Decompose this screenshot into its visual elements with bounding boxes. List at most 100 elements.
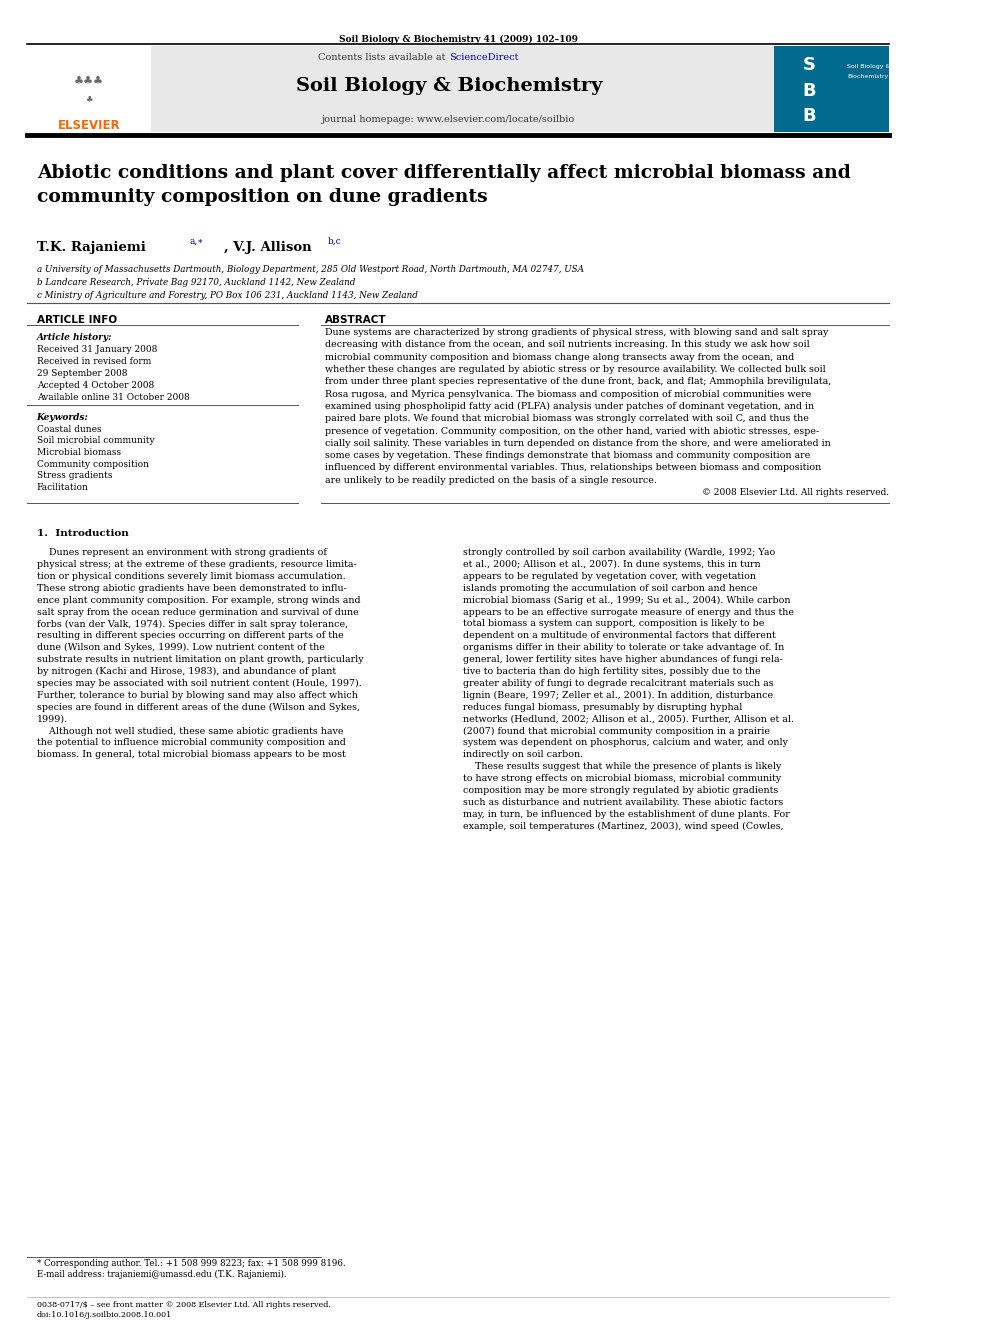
Text: S: S — [803, 56, 815, 74]
Text: B: B — [803, 107, 815, 126]
Text: 1.  Introduction: 1. Introduction — [37, 529, 128, 538]
Text: Facilitation: Facilitation — [37, 483, 88, 492]
Text: Available online 31 October 2008: Available online 31 October 2008 — [37, 393, 189, 402]
Text: species are found in different areas of the dune (Wilson and Sykes,: species are found in different areas of … — [37, 703, 360, 712]
Text: Microbial biomass: Microbial biomass — [37, 448, 121, 456]
Text: Abiotic conditions and plant cover differentially affect microbial biomass and
c: Abiotic conditions and plant cover diffe… — [37, 164, 850, 205]
Text: 29 September 2008: 29 September 2008 — [37, 369, 127, 378]
Text: to have strong effects on microbial biomass, microbial community: to have strong effects on microbial biom… — [462, 774, 781, 783]
Text: 1999).: 1999). — [37, 714, 67, 724]
Text: a University of Massachusetts Dartmouth, Biology Department, 285 Old Westport Ro: a University of Massachusetts Dartmouth,… — [37, 265, 583, 274]
Text: microbial biomass (Sarig et al., 1999; Su et al., 2004). While carbon: microbial biomass (Sarig et al., 1999; S… — [462, 595, 791, 605]
Text: Received in revised form: Received in revised form — [37, 357, 151, 366]
Text: B: B — [803, 82, 815, 101]
Text: b Landcare Research, Private Bag 92170, Auckland 1142, New Zealand: b Landcare Research, Private Bag 92170, … — [37, 278, 355, 287]
Text: et al., 2000; Allison et al., 2007). In dune systems, this in turn: et al., 2000; Allison et al., 2007). In … — [462, 560, 760, 569]
Text: Further, tolerance to burial by blowing sand may also affect which: Further, tolerance to burial by blowing … — [37, 691, 357, 700]
Text: networks (Hedlund, 2002; Allison et al., 2005). Further, Allison et al.: networks (Hedlund, 2002; Allison et al.,… — [462, 714, 794, 724]
Text: Stress gradients: Stress gradients — [37, 471, 112, 480]
Text: c Ministry of Agriculture and Forestry, PO Box 106 231, Auckland 1143, New Zeala: c Ministry of Agriculture and Forestry, … — [37, 291, 418, 300]
Text: reduces fungal biomass, presumably by disrupting hyphal: reduces fungal biomass, presumably by di… — [462, 703, 742, 712]
Text: general, lower fertility sites have higher abundances of fungi rela-: general, lower fertility sites have high… — [462, 655, 783, 664]
Text: influenced by different environmental variables. Thus, relationships between bio: influenced by different environmental va… — [325, 463, 821, 472]
Text: substrate results in nutrient limitation on plant growth, particularly: substrate results in nutrient limitation… — [37, 655, 363, 664]
Text: Soil microbial community: Soil microbial community — [37, 437, 155, 446]
Text: , V.J. Allison: , V.J. Allison — [224, 241, 312, 254]
Text: are unlikely to be readily predicted on the basis of a single resource.: are unlikely to be readily predicted on … — [325, 476, 657, 484]
Text: by nitrogen (Kachi and Hirose, 1983), and abundance of plant: by nitrogen (Kachi and Hirose, 1983), an… — [37, 667, 335, 676]
Text: Article history:: Article history: — [37, 333, 112, 343]
Text: ♣: ♣ — [85, 95, 92, 103]
Text: ABSTRACT: ABSTRACT — [325, 315, 387, 325]
Text: appears to be regulated by vegetation cover, with vegetation: appears to be regulated by vegetation co… — [462, 572, 756, 581]
Text: salt spray from the ocean reduce germination and survival of dune: salt spray from the ocean reduce germina… — [37, 607, 358, 617]
Text: ScienceDirect: ScienceDirect — [449, 53, 519, 62]
Text: Dunes represent an environment with strong gradients of: Dunes represent an environment with stro… — [37, 548, 326, 557]
Text: b,c: b,c — [328, 237, 341, 246]
Text: E-mail address: trajaniemi@umassd.edu (T.K. Rajaniemi).: E-mail address: trajaniemi@umassd.edu (T… — [37, 1270, 287, 1279]
Text: (2007) found that microbial community composition in a prairie: (2007) found that microbial community co… — [462, 726, 770, 736]
Text: dune (Wilson and Sykes, 1999). Low nutrient content of the: dune (Wilson and Sykes, 1999). Low nutri… — [37, 643, 324, 652]
Text: ♣♣♣: ♣♣♣ — [73, 77, 104, 87]
Text: Soil Biology &: Soil Biology & — [847, 64, 891, 69]
Text: These results suggest that while the presence of plants is likely: These results suggest that while the pre… — [462, 762, 781, 771]
Text: © 2008 Elsevier Ltd. All rights reserved.: © 2008 Elsevier Ltd. All rights reserved… — [701, 488, 889, 497]
Text: presence of vegetation. Community composition, on the other hand, varied with ab: presence of vegetation. Community compos… — [325, 426, 819, 435]
Text: Keywords:: Keywords: — [37, 413, 88, 422]
Text: may, in turn, be influenced by the establishment of dune plants. For: may, in turn, be influenced by the estab… — [462, 810, 790, 819]
Text: Soil Biology & Biochemistry: Soil Biology & Biochemistry — [296, 77, 602, 95]
Text: greater ability of fungi to degrade recalcitrant materials such as: greater ability of fungi to degrade reca… — [462, 679, 774, 688]
Text: * Corresponding author. Tel.: +1 508 999 8223; fax: +1 508 999 8196.: * Corresponding author. Tel.: +1 508 999… — [37, 1259, 345, 1269]
Text: tive to bacteria than do high fertility sites, possibly due to the: tive to bacteria than do high fertility … — [462, 667, 760, 676]
Text: T.K. Rajaniemi: T.K. Rajaniemi — [37, 241, 146, 254]
Text: Contents lists available at: Contents lists available at — [318, 53, 449, 62]
Text: example, soil temperatures (Martinez, 2003), wind speed (Cowles,: example, soil temperatures (Martinez, 20… — [462, 822, 784, 831]
Text: islands promoting the accumulation of soil carbon and hence: islands promoting the accumulation of so… — [462, 583, 757, 593]
Text: the potential to influence microbial community composition and: the potential to influence microbial com… — [37, 738, 345, 747]
Text: Accepted 4 October 2008: Accepted 4 October 2008 — [37, 381, 154, 390]
Text: Coastal dunes: Coastal dunes — [37, 425, 101, 434]
Text: examined using phospholipid fatty acid (PLFA) analysis under patches of dominant: examined using phospholipid fatty acid (… — [325, 402, 814, 411]
Text: Rosa rugosa, and Myrica pensylvanica. The biomass and composition of microbial c: Rosa rugosa, and Myrica pensylvanica. Th… — [325, 389, 811, 398]
Text: ence plant community composition. For example, strong winds and: ence plant community composition. For ex… — [37, 595, 360, 605]
FancyBboxPatch shape — [28, 46, 151, 132]
Text: from under three plant species representative of the dune front, back, and flat;: from under three plant species represent… — [325, 377, 831, 386]
Text: ARTICLE INFO: ARTICLE INFO — [37, 315, 117, 325]
Text: appears to be an effective surrogate measure of energy and thus the: appears to be an effective surrogate mea… — [462, 607, 794, 617]
Text: cially soil salinity. These variables in turn depended on distance from the shor: cially soil salinity. These variables in… — [325, 439, 831, 448]
Text: 0038-0717/$ – see front matter © 2008 Elsevier Ltd. All rights reserved.: 0038-0717/$ – see front matter © 2008 El… — [37, 1301, 330, 1308]
Text: species may be associated with soil nutrient content (Houle, 1997).: species may be associated with soil nutr… — [37, 679, 361, 688]
Text: some cases by vegetation. These findings demonstrate that biomass and community : some cases by vegetation. These findings… — [325, 451, 810, 460]
Text: journal homepage: www.elsevier.com/locate/soilbio: journal homepage: www.elsevier.com/locat… — [322, 115, 575, 124]
Text: Community composition: Community composition — [37, 459, 149, 468]
Text: decreasing with distance from the ocean, and soil nutrients increasing. In this : decreasing with distance from the ocean,… — [325, 340, 810, 349]
Text: ELSEVIER: ELSEVIER — [58, 119, 120, 132]
Text: Although not well studied, these same abiotic gradients have: Although not well studied, these same ab… — [37, 726, 343, 736]
Text: whether these changes are regulated by abiotic stress or by resource availabilit: whether these changes are regulated by a… — [325, 365, 826, 374]
Text: lignin (Beare, 1997; Zeller et al., 2001). In addition, disturbance: lignin (Beare, 1997; Zeller et al., 2001… — [462, 691, 773, 700]
Text: organisms differ in their ability to tolerate or take advantage of. In: organisms differ in their ability to tol… — [462, 643, 784, 652]
Text: dependent on a multitude of environmental factors that different: dependent on a multitude of environmenta… — [462, 631, 776, 640]
FancyBboxPatch shape — [774, 46, 889, 132]
Text: resulting in different species occurring on different parts of the: resulting in different species occurring… — [37, 631, 343, 640]
Text: physical stress; at the extreme of these gradients, resource limita-: physical stress; at the extreme of these… — [37, 560, 356, 569]
Text: doi:10.1016/j.soilbio.2008.10.001: doi:10.1016/j.soilbio.2008.10.001 — [37, 1311, 172, 1319]
Text: These strong abiotic gradients have been demonstrated to influ-: These strong abiotic gradients have been… — [37, 583, 346, 593]
Text: microbial community composition and biomass change along transects away from the: microbial community composition and biom… — [325, 353, 795, 361]
Text: biomass. In general, total microbial biomass appears to be most: biomass. In general, total microbial bio… — [37, 750, 345, 759]
Text: forbs (van der Valk, 1974). Species differ in salt spray tolerance,: forbs (van der Valk, 1974). Species diff… — [37, 619, 348, 628]
Text: strongly controlled by soil carbon availability (Wardle, 1992; Yao: strongly controlled by soil carbon avail… — [462, 548, 775, 557]
Text: Received 31 January 2008: Received 31 January 2008 — [37, 345, 157, 355]
Text: paired bare plots. We found that microbial biomass was strongly correlated with : paired bare plots. We found that microbi… — [325, 414, 809, 423]
Text: such as disturbance and nutrient availability. These abiotic factors: such as disturbance and nutrient availab… — [462, 798, 783, 807]
Text: system was dependent on phosphorus, calcium and water, and only: system was dependent on phosphorus, calc… — [462, 738, 788, 747]
Text: a,∗: a,∗ — [189, 237, 204, 246]
Text: Soil Biology & Biochemistry 41 (2009) 102–109: Soil Biology & Biochemistry 41 (2009) 10… — [338, 34, 577, 44]
Text: composition may be more strongly regulated by abiotic gradients: composition may be more strongly regulat… — [462, 786, 778, 795]
Text: Biochemistry: Biochemistry — [847, 74, 889, 79]
Text: total biomass a system can support, composition is likely to be: total biomass a system can support, comp… — [462, 619, 764, 628]
FancyBboxPatch shape — [28, 46, 889, 132]
Text: indirectly on soil carbon.: indirectly on soil carbon. — [462, 750, 582, 759]
Text: tion or physical conditions severely limit biomass accumulation.: tion or physical conditions severely lim… — [37, 572, 345, 581]
Text: Dune systems are characterized by strong gradients of physical stress, with blow: Dune systems are characterized by strong… — [325, 328, 828, 337]
